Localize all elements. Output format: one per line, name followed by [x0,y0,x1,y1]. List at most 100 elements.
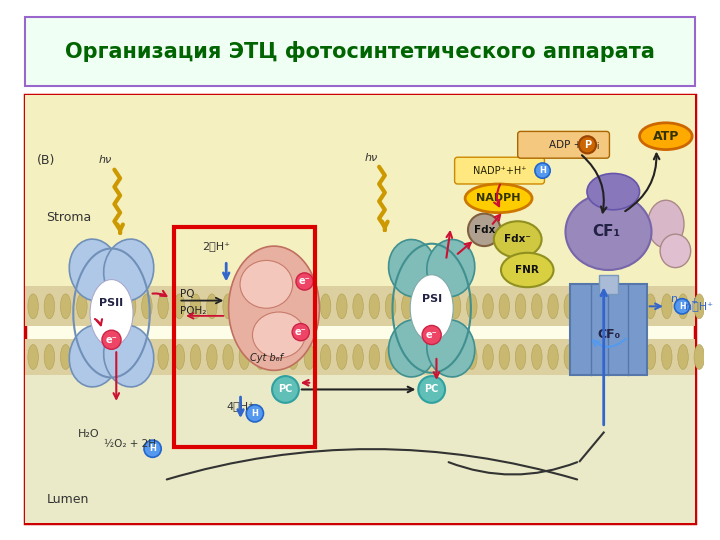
Text: Lumen: Lumen [47,493,89,506]
Ellipse shape [678,294,688,319]
Bar [25,339,695,375]
Ellipse shape [223,294,233,319]
Text: FNR: FNR [516,265,539,275]
Ellipse shape [427,320,474,377]
Text: NADP⁺+H⁺: NADP⁺+H⁺ [473,166,526,176]
Ellipse shape [418,294,428,319]
Ellipse shape [402,294,412,319]
Circle shape [102,330,121,349]
Text: i: i [596,141,598,151]
Text: H: H [149,444,156,453]
Ellipse shape [271,345,282,369]
Ellipse shape [336,345,347,369]
Text: nⓗH⁺: nⓗH⁺ [685,301,713,312]
Ellipse shape [69,239,120,301]
Text: ATP: ATP [652,130,679,143]
Text: 2ⓗH⁺: 2ⓗH⁺ [202,241,230,251]
Text: H: H [251,409,258,418]
Circle shape [246,405,264,422]
Text: n: n [670,294,678,305]
Ellipse shape [223,345,233,369]
Ellipse shape [60,345,71,369]
Ellipse shape [228,246,320,370]
Ellipse shape [104,239,154,301]
Circle shape [675,299,690,314]
Ellipse shape [564,294,575,319]
Text: ADP +: ADP + [549,140,586,150]
Ellipse shape [494,221,541,258]
Ellipse shape [694,294,705,319]
Bar [25,370,695,523]
Text: +: + [690,298,697,306]
Text: CF₀: CF₀ [597,328,620,341]
Ellipse shape [597,345,607,369]
Text: H₂O: H₂O [78,429,99,439]
Ellipse shape [90,280,133,347]
Ellipse shape [434,294,444,319]
Ellipse shape [125,345,136,369]
Ellipse shape [207,345,217,369]
Ellipse shape [613,294,624,319]
Ellipse shape [320,345,331,369]
Ellipse shape [531,345,542,369]
Text: e⁻: e⁻ [295,327,307,337]
Ellipse shape [76,345,87,369]
Ellipse shape [434,345,444,369]
Ellipse shape [418,345,428,369]
Ellipse shape [44,345,55,369]
Text: e⁻: e⁻ [426,330,438,340]
Ellipse shape [660,234,690,268]
Ellipse shape [207,294,217,319]
Ellipse shape [28,345,38,369]
Ellipse shape [531,294,542,319]
Circle shape [422,326,441,345]
Ellipse shape [662,345,672,369]
Ellipse shape [271,294,282,319]
Ellipse shape [142,294,152,319]
Ellipse shape [662,294,672,319]
FancyBboxPatch shape [25,17,695,85]
Ellipse shape [256,345,266,369]
Ellipse shape [645,294,656,319]
Ellipse shape [385,345,396,369]
Ellipse shape [548,345,558,369]
Ellipse shape [389,320,436,377]
Text: PQ: PQ [180,289,195,299]
Ellipse shape [483,294,493,319]
Ellipse shape [336,294,347,319]
Ellipse shape [597,294,607,319]
Ellipse shape [483,345,493,369]
Bar [25,95,695,286]
Ellipse shape [580,345,591,369]
Ellipse shape [450,294,461,319]
Ellipse shape [465,184,532,213]
Ellipse shape [353,294,364,319]
Text: Fdx⁻: Fdx⁻ [504,234,531,245]
Ellipse shape [93,294,104,319]
Ellipse shape [69,325,120,387]
Ellipse shape [565,193,652,270]
Circle shape [272,376,299,403]
Ellipse shape [548,294,558,319]
Ellipse shape [239,294,250,319]
Ellipse shape [60,294,71,319]
Ellipse shape [678,345,688,369]
Text: ½O₂ + 2H: ½O₂ + 2H [104,439,156,449]
Bar [599,275,618,294]
Ellipse shape [564,345,575,369]
Text: P: P [584,140,591,150]
Ellipse shape [499,294,510,319]
Text: H: H [539,166,546,175]
Text: PQH₂: PQH₂ [180,306,207,316]
Ellipse shape [645,345,656,369]
Ellipse shape [190,345,201,369]
Ellipse shape [142,345,152,369]
Ellipse shape [467,345,477,369]
Ellipse shape [190,294,201,319]
Ellipse shape [580,294,591,319]
Text: H: H [679,302,685,311]
Ellipse shape [288,294,298,319]
FancyBboxPatch shape [570,285,647,375]
Ellipse shape [389,240,436,296]
Ellipse shape [369,294,379,319]
